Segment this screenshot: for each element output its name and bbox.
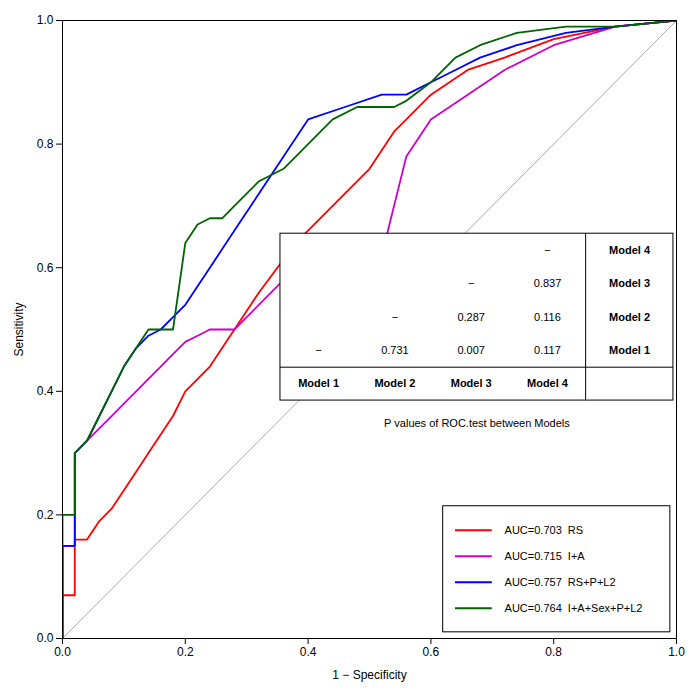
svg-text:−: − [468,277,474,289]
svg-text:0.4: 0.4 [300,645,317,659]
svg-text:0.007: 0.007 [457,344,485,356]
svg-text:0.8: 0.8 [37,137,54,151]
svg-text:−: − [544,244,550,256]
svg-text:0.837: 0.837 [534,277,562,289]
svg-text:P values of ROC.test between M: P values of ROC.test between Models [384,417,570,429]
svg-text:Model 2: Model 2 [609,311,650,323]
svg-text:Model 4: Model 4 [609,244,651,256]
svg-text:Model 1: Model 1 [609,344,650,356]
svg-text:Sensitivity: Sensitivity [12,302,26,356]
svg-text:Model 3: Model 3 [451,377,492,389]
svg-text:0.4: 0.4 [37,384,54,398]
svg-text:0.2: 0.2 [37,508,54,522]
svg-text:AUC=0.715 I+A: AUC=0.715 I+A [505,550,586,562]
svg-text:0.8: 0.8 [545,645,562,659]
svg-text:0.731: 0.731 [381,344,409,356]
svg-text:0.287: 0.287 [457,311,485,323]
svg-text:Model 3: Model 3 [609,277,650,289]
svg-text:0.6: 0.6 [37,261,54,275]
svg-text:0.6: 0.6 [423,645,440,659]
svg-text:0.0: 0.0 [37,631,54,645]
svg-text:AUC=0.703 RS: AUC=0.703 RS [505,524,584,536]
svg-text:1 − Specificity: 1 − Specificity [332,668,406,682]
svg-text:−: − [392,311,398,323]
svg-text:Model 2: Model 2 [374,377,415,389]
svg-text:0.117: 0.117 [534,344,561,356]
svg-text:Model 1: Model 1 [298,377,339,389]
svg-text:AUC=0.757 RS+P+L2: AUC=0.757 RS+P+L2 [505,576,616,588]
svg-text:AUC=0.764 I+A+Sex+P+L2: AUC=0.764 I+A+Sex+P+L2 [505,602,643,614]
svg-text:Model 4: Model 4 [527,377,569,389]
svg-text:1.0: 1.0 [37,13,54,27]
svg-text:−: − [315,344,321,356]
svg-text:0.2: 0.2 [177,645,194,659]
svg-text:0.116: 0.116 [534,311,561,323]
svg-text:0.0: 0.0 [54,645,71,659]
svg-text:1.0: 1.0 [668,645,685,659]
